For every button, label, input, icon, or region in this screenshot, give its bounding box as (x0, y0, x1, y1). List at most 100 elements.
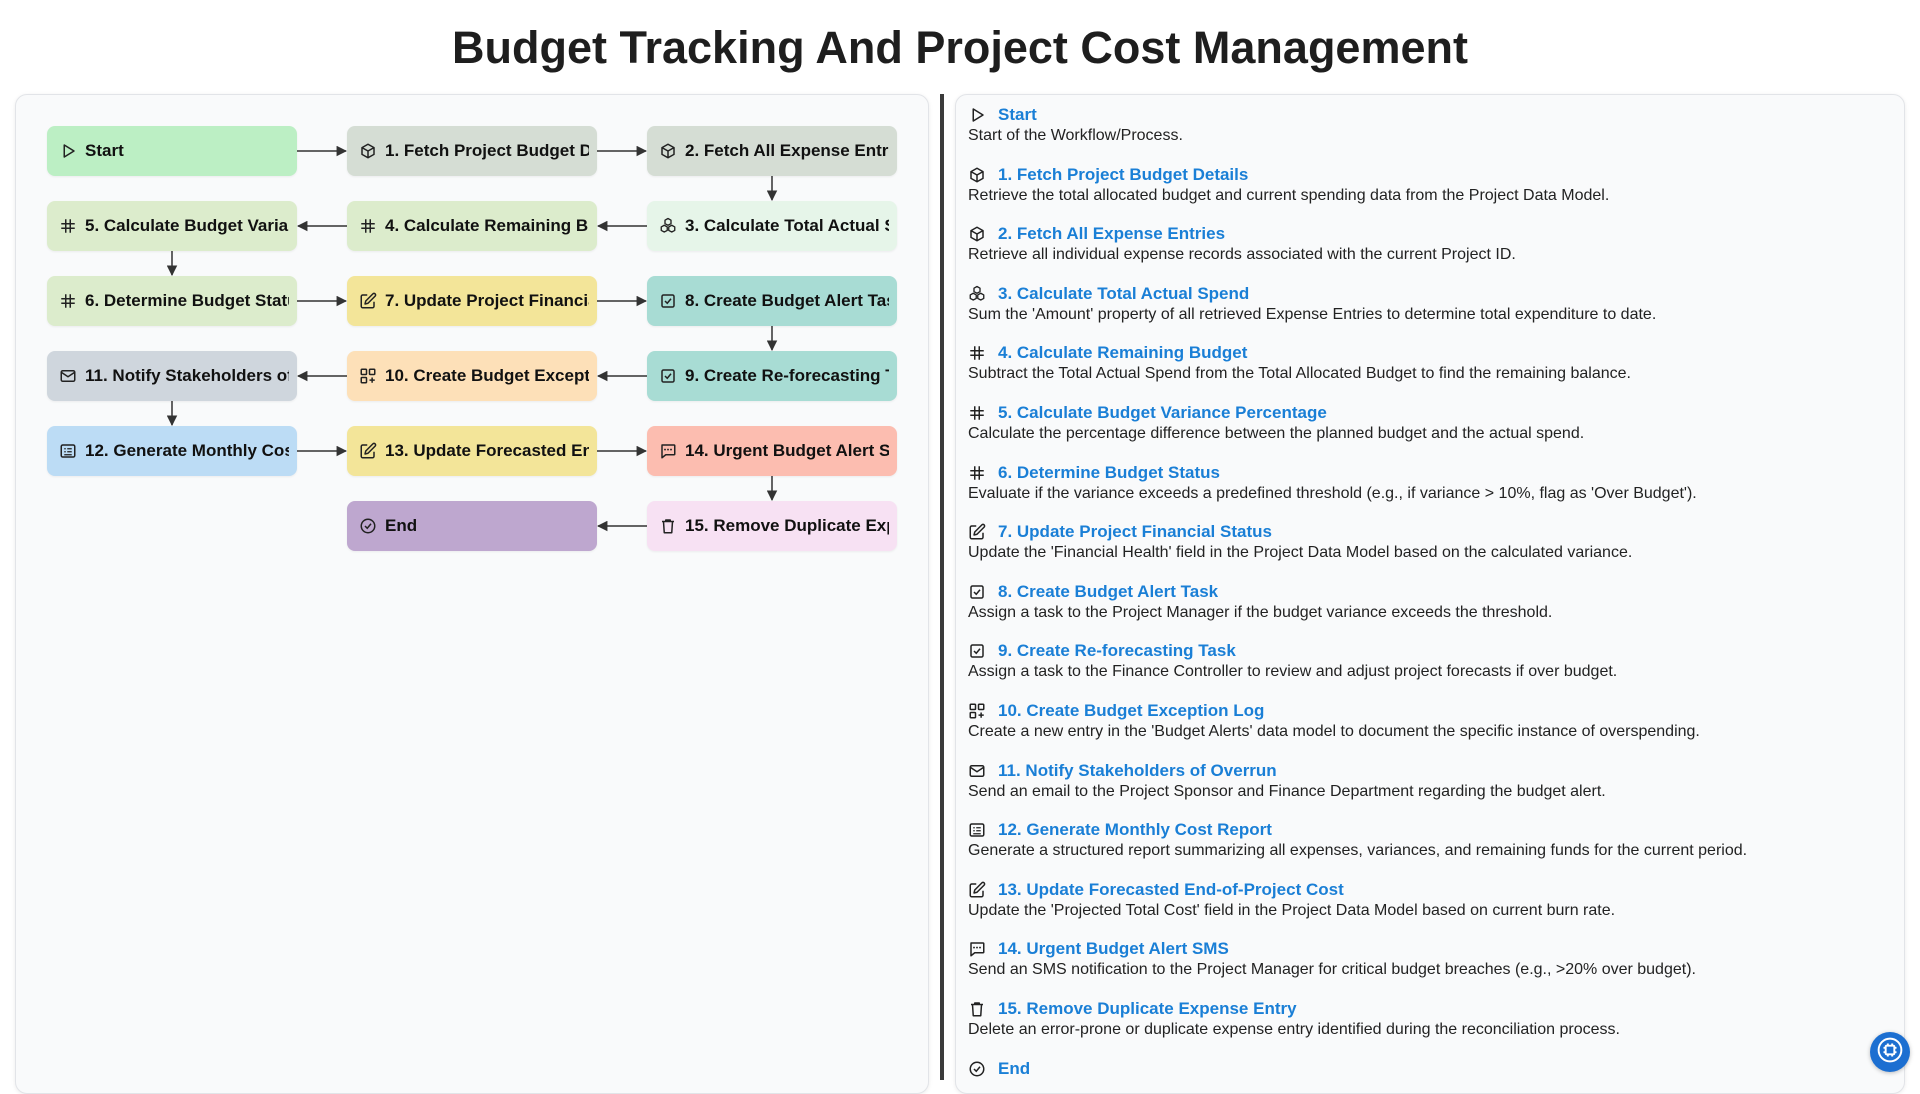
flow-node-n8[interactable]: 8. Create Budget Alert Task (647, 276, 897, 326)
step-title-link[interactable]: 14. Urgent Budget Alert SMS (998, 939, 1229, 958)
step-header: 9. Create Re-forecasting Task (968, 640, 1888, 662)
checkbox-icon (659, 292, 677, 310)
flow-node-n1[interactable]: 1. Fetch Project Budget Details (347, 126, 597, 176)
step-item: 2. Fetch All Expense Entries Retrieve all… (968, 223, 1888, 265)
step-item: End (968, 1058, 1888, 1080)
play-icon (59, 142, 77, 160)
flow-node-n7[interactable]: 7. Update Project Financial Status (347, 276, 597, 326)
mail-icon (59, 367, 77, 385)
play-icon (968, 106, 986, 124)
flow-node-label: 1. Fetch Project Budget Details (385, 141, 589, 160)
step-header: 2. Fetch All Expense Entries (968, 223, 1888, 245)
step-header: 8. Create Budget Alert Task (968, 581, 1888, 603)
step-title-link[interactable]: 6. Determine Budget Status (998, 463, 1220, 482)
step-description: Update the 'Projected Total Cost' field … (968, 902, 1616, 919)
edit-icon (968, 881, 986, 899)
cube-icon (659, 142, 677, 160)
flow-node-n14[interactable]: 14. Urgent Budget Alert SMS (647, 426, 897, 476)
step-title-link[interactable]: 2. Fetch All Expense Entries (998, 224, 1226, 243)
flow-node-label: 3. Calculate Total Actual Spend (685, 216, 889, 235)
step-header: 3. Calculate Total Actual Spend (968, 283, 1888, 305)
step-description: Retrieve the total allocated budget and … (968, 187, 1610, 204)
report-icon (59, 442, 77, 460)
flow-node-label: 13. Update Forecasted End-of-Project Cos… (385, 441, 589, 460)
step-title-link[interactable]: 4. Calculate Remaining Budget (998, 343, 1248, 362)
edit-icon (359, 292, 377, 310)
flow-node-n12[interactable]: 12. Generate Monthly Cost Report (47, 426, 297, 476)
step-header: 13. Update Forecasted End-of-Project Cos… (968, 879, 1888, 901)
flow-node-n6[interactable]: 6. Determine Budget Status (47, 276, 297, 326)
step-title-link[interactable]: 7. Update Project Financial Status (998, 522, 1272, 541)
step-description: Create a new entry in the 'Budget Alerts… (968, 723, 1700, 740)
flow-node-label: 6. Determine Budget Status (85, 291, 289, 310)
step-title-link[interactable]: 8. Create Budget Alert Task (998, 582, 1219, 601)
assistant-button[interactable] (1870, 1032, 1910, 1072)
hash-icon (59, 217, 77, 235)
checkbox-icon (968, 642, 986, 660)
flow-node-label: Start (85, 141, 124, 160)
step-description: Sum the 'Amount' property of all retriev… (968, 306, 1657, 323)
step-title-link[interactable]: 10. Create Budget Exception Log (998, 701, 1265, 720)
step-item: 12. Generate Monthly Cost Report Generate… (968, 819, 1888, 861)
step-description: Delete an error-prone or duplicate expen… (968, 1021, 1620, 1038)
step-title-link[interactable]: End (998, 1059, 1031, 1078)
message-icon (968, 940, 986, 958)
step-item: 1. Fetch Project Budget Details Retrieve … (968, 164, 1888, 206)
hash-icon (59, 292, 77, 310)
step-description: Calculate the percentage difference betw… (968, 425, 1585, 442)
flow-node-n10[interactable]: 10. Create Budget Exception Log (347, 351, 597, 401)
step-description: Assign a task to the Finance Controller … (968, 663, 1618, 680)
grid-plus-icon (968, 702, 986, 720)
step-description: Subtract the Total Actual Spend from the… (968, 365, 1631, 382)
step-title-link[interactable]: 12. Generate Monthly Cost Report (998, 820, 1272, 839)
step-title-link[interactable]: Start (998, 105, 1037, 124)
flowchart-panel (15, 94, 929, 1094)
step-item: 9. Create Re-forecasting Task Assign a ta… (968, 640, 1888, 682)
flow-node-n13[interactable]: 13. Update Forecasted End-of-Project Cos… (347, 426, 597, 476)
hash-icon (968, 344, 986, 362)
step-item: 3. Calculate Total Actual Spend Sum the '… (968, 283, 1888, 325)
step-title-link[interactable]: 15. Remove Duplicate Expense Entry (998, 999, 1297, 1018)
chip-icon (1877, 1037, 1903, 1068)
step-item: 14. Urgent Budget Alert SMS Send an SMS n… (968, 938, 1888, 980)
step-item: Start Start of the Workflow/Process. (968, 104, 1888, 146)
step-item: 10. Create Budget Exception Log Create a … (968, 700, 1888, 742)
step-title-link[interactable]: 9. Create Re-forecasting Task (998, 641, 1236, 660)
mail-icon (968, 762, 986, 780)
message-icon (659, 442, 677, 460)
flow-node-n4[interactable]: 4. Calculate Remaining Budget (347, 201, 597, 251)
flow-node-n11[interactable]: 11. Notify Stakeholders of Overrun (47, 351, 297, 401)
step-description: Generate a structured report summarizing… (968, 842, 1748, 859)
flow-node-end[interactable]: End (347, 501, 597, 551)
flow-node-label: 10. Create Budget Exception Log (385, 366, 589, 385)
step-item: 13. Update Forecasted End-of-Project Cos… (968, 879, 1888, 921)
flow-node-n9[interactable]: 9. Create Re-forecasting Task (647, 351, 897, 401)
flow-node-n5[interactable]: 5. Calculate Budget Variance Percentage (47, 201, 297, 251)
step-header: 6. Determine Budget Status (968, 462, 1888, 484)
flow-node-n2[interactable]: 2. Fetch All Expense Entries (647, 126, 897, 176)
step-title-link[interactable]: 1. Fetch Project Budget Details (998, 165, 1249, 184)
flow-node-label: End (385, 516, 418, 535)
step-header: End (968, 1058, 1888, 1080)
step-list-panel (955, 94, 1905, 1094)
flow-node-n3[interactable]: 3. Calculate Total Actual Spend (647, 201, 897, 251)
flow-node-label: 5. Calculate Budget Variance Percentage (85, 216, 289, 235)
grid-plus-icon (359, 367, 377, 385)
edit-icon (359, 442, 377, 460)
step-title-link[interactable]: 13. Update Forecasted End-of-Project Cos… (998, 880, 1344, 899)
flow-node-n15[interactable]: 15. Remove Duplicate Expense Entry (647, 501, 897, 551)
step-item: 6. Determine Budget Status Evaluate if th… (968, 462, 1888, 504)
panel-splitter[interactable] (940, 94, 944, 1080)
flow-node-label: 15. Remove Duplicate Expense Entry (685, 516, 889, 535)
step-title-link[interactable]: 5. Calculate Budget Variance Percentage (998, 403, 1327, 422)
flow-node-start[interactable]: Start (47, 126, 297, 176)
step-header: 4. Calculate Remaining Budget (968, 342, 1888, 364)
check-circle-icon (968, 1060, 986, 1078)
step-header: 14. Urgent Budget Alert SMS (968, 938, 1888, 960)
cube-icon (359, 142, 377, 160)
step-description: Send an email to the Project Sponsor and… (968, 783, 1606, 800)
step-title-link[interactable]: 3. Calculate Total Actual Spend (998, 284, 1250, 303)
step-header: Start (968, 104, 1888, 126)
checkbox-icon (659, 367, 677, 385)
step-title-link[interactable]: 11. Notify Stakeholders of Overrun (998, 761, 1277, 780)
